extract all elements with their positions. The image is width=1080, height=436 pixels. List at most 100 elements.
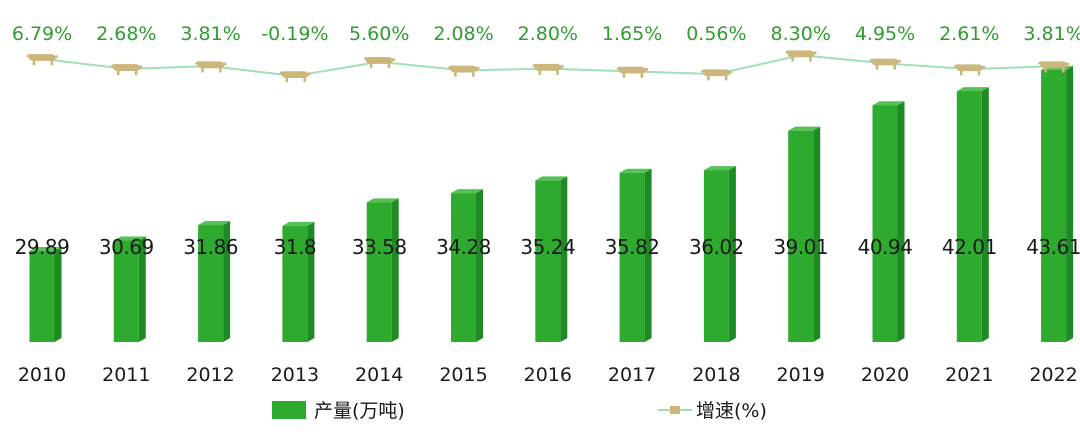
legend: 产量(万吨) 增速(%) <box>272 400 767 422</box>
x-tick-label: 2011 <box>102 364 150 386</box>
bar-top <box>703 166 736 171</box>
bar <box>366 198 399 342</box>
cow-icon <box>954 64 986 76</box>
x-tick-label: 2017 <box>608 364 656 386</box>
cow-icon <box>701 69 733 81</box>
cow-icon <box>448 65 480 77</box>
x-tick-label: 2022 <box>1029 364 1077 386</box>
rate-value-label: 5.60% <box>349 23 409 45</box>
bar <box>113 236 146 342</box>
bar-top <box>198 221 231 226</box>
rate-value-label: 2.08% <box>433 23 493 45</box>
rate-value-label: 2.68% <box>96 23 156 45</box>
cow-icon <box>111 64 143 76</box>
bar-front <box>366 202 392 342</box>
bar-front <box>29 251 55 342</box>
bar-front <box>788 130 814 342</box>
bar-side <box>1066 65 1074 342</box>
bar-side <box>391 198 399 342</box>
bar-front <box>956 91 982 343</box>
bar-front <box>535 180 561 342</box>
bar-front <box>451 193 476 342</box>
legend-bar-swatch <box>272 401 306 419</box>
bar-side <box>54 247 62 342</box>
bar <box>956 87 989 343</box>
legend-bar-label: 产量(万吨) <box>314 400 405 422</box>
bar <box>1041 65 1074 342</box>
x-tick-label: 2012 <box>186 364 234 386</box>
rate-value-label: 6.79% <box>12 23 72 45</box>
bar-front <box>872 105 898 342</box>
bar-value-label: 33.58 <box>352 235 407 259</box>
bar <box>872 101 905 342</box>
bar-value-label: 30.69 <box>99 235 154 259</box>
bar-top <box>282 221 315 226</box>
bar-top <box>29 247 62 252</box>
bar <box>788 126 821 342</box>
legend-line-marker <box>670 406 680 414</box>
bar <box>451 189 483 342</box>
cow-icon <box>532 63 564 75</box>
bar-top <box>619 168 652 173</box>
bar <box>198 221 231 342</box>
rate-value-label: 1.65% <box>602 23 662 45</box>
rate-value-label: -0.19% <box>261 23 328 45</box>
cow-icon <box>363 57 396 69</box>
rate-value-label: 8.30% <box>771 23 831 45</box>
bar-side <box>644 168 652 342</box>
cow-icon <box>195 61 227 73</box>
bar-top <box>366 198 399 203</box>
bar-top <box>872 101 905 106</box>
bar-value-label: 39.01 <box>773 235 828 259</box>
bar-front <box>1041 69 1067 342</box>
cow-icon <box>869 58 902 70</box>
bar-value-label: 29.89 <box>15 235 70 259</box>
rate-value-label: 0.56% <box>686 23 746 45</box>
cow-icon <box>785 50 817 62</box>
bar-value-label: 35.82 <box>605 235 660 259</box>
bar-value-label: 35.24 <box>520 235 575 259</box>
rate-value-label: 4.95% <box>855 23 915 45</box>
x-tick-label: 2021 <box>945 364 993 386</box>
bar-value-label: 31.86 <box>183 235 238 259</box>
bar-front <box>198 225 224 342</box>
bar-top <box>451 189 483 194</box>
bars-layer: 29.89 30.69 31.86 31.8 33.58 34.28 35.24 35.82 3… <box>15 65 1080 343</box>
bar-value-label: 42.01 <box>942 235 997 259</box>
bar-value-label: 40.94 <box>858 235 913 259</box>
bar-top <box>535 176 568 181</box>
cow-icon <box>26 54 59 66</box>
x-tick-label: 2015 <box>439 364 487 386</box>
legend-line-label: 增速(%) <box>696 400 767 422</box>
bar-top <box>956 87 989 92</box>
x-tick-label: 2019 <box>777 364 825 386</box>
bar-value-label: 31.8 <box>274 235 317 259</box>
bar-front <box>113 240 139 342</box>
rate-value-label: 3.81% <box>1023 23 1080 45</box>
bar-side <box>981 87 989 343</box>
x-tick-label: 2020 <box>861 364 909 386</box>
rate-value-label: 2.80% <box>518 23 578 45</box>
bar-front <box>619 172 645 342</box>
bar <box>703 166 736 342</box>
x-tick-label: 2018 <box>692 364 740 386</box>
bar <box>29 247 62 342</box>
bar-side <box>223 221 231 342</box>
x-axis-ticks: 2010 2011 2012 2013 2014 2015 2016 2017 2018 2019… <box>18 364 1078 386</box>
bar-side <box>476 189 483 342</box>
cow-icon <box>616 66 649 78</box>
rate-value-label: 3.81% <box>180 23 240 45</box>
bar <box>619 168 652 342</box>
x-tick-label: 2014 <box>355 364 403 386</box>
bar-side <box>728 166 736 342</box>
bar-side <box>307 221 315 342</box>
bar-front <box>282 225 308 342</box>
bar-side <box>897 101 905 342</box>
x-tick-label: 2010 <box>18 364 66 386</box>
bar <box>282 221 315 342</box>
bar-value-label: 36.02 <box>689 235 744 259</box>
bar-value-label: 43.61 <box>1026 235 1080 259</box>
bar <box>535 176 568 342</box>
bar-top <box>788 126 821 131</box>
